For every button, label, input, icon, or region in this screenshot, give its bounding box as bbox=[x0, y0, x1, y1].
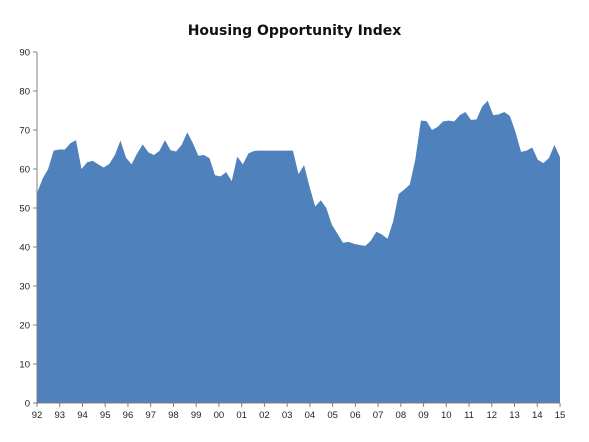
x-tick-label: 95 bbox=[100, 410, 111, 421]
x-tick-label: 07 bbox=[373, 410, 384, 421]
x-tick-label: 99 bbox=[191, 410, 202, 421]
x-tick-label: 94 bbox=[77, 410, 88, 421]
x-tick-label: 92 bbox=[32, 410, 43, 421]
y-tick-label: 50 bbox=[19, 204, 30, 215]
x-tick-label: 04 bbox=[305, 410, 316, 421]
y-tick-label: 80 bbox=[19, 87, 30, 98]
y-tick-label: 30 bbox=[19, 282, 30, 293]
x-tick-label: 00 bbox=[214, 410, 225, 421]
x-tick-label: 15 bbox=[555, 410, 566, 421]
x-tick-label: 01 bbox=[236, 410, 247, 421]
x-tick-label: 02 bbox=[259, 410, 270, 421]
x-tick-label: 98 bbox=[168, 410, 179, 421]
x-tick-label: 09 bbox=[418, 410, 429, 421]
y-axis-ticks: 0 10 20 30 40 50 60 70 80 90 bbox=[19, 48, 37, 410]
chart-title: Housing Opportunity Index bbox=[187, 23, 402, 39]
x-tick-label: 08 bbox=[396, 410, 407, 421]
x-tick-label: 05 bbox=[327, 410, 338, 421]
x-tick-label: 11 bbox=[464, 410, 474, 421]
x-tick-label: 96 bbox=[123, 410, 134, 421]
y-tick-label: 60 bbox=[19, 165, 30, 176]
y-tick-label: 10 bbox=[19, 360, 30, 371]
y-tick-label: 0 bbox=[25, 399, 30, 410]
y-tick-label: 70 bbox=[19, 126, 30, 137]
x-tick-label: 06 bbox=[350, 410, 361, 421]
x-tick-label: 10 bbox=[441, 410, 452, 421]
y-tick-label: 20 bbox=[19, 321, 30, 332]
x-tick-label: 93 bbox=[54, 410, 65, 421]
plot-area bbox=[37, 100, 560, 403]
x-tick-label: 03 bbox=[282, 410, 293, 421]
x-tick-label: 14 bbox=[532, 410, 543, 421]
y-tick-label: 90 bbox=[19, 48, 30, 59]
y-tick-label: 40 bbox=[19, 243, 30, 254]
series-area bbox=[37, 100, 560, 403]
x-tick-label: 97 bbox=[145, 410, 156, 421]
x-tick-label: 13 bbox=[509, 410, 520, 421]
x-axis-ticks: 92 93 94 95 96 97 98 99 00 01 02 03 04 05 06 07 08 09 10 11… bbox=[32, 403, 566, 421]
x-tick-label: 12 bbox=[486, 410, 497, 421]
